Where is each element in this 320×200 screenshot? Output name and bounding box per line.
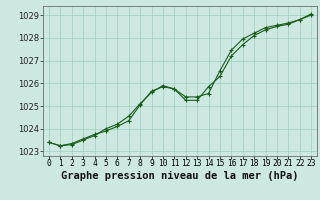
X-axis label: Graphe pression niveau de la mer (hPa): Graphe pression niveau de la mer (hPa) <box>61 171 299 181</box>
